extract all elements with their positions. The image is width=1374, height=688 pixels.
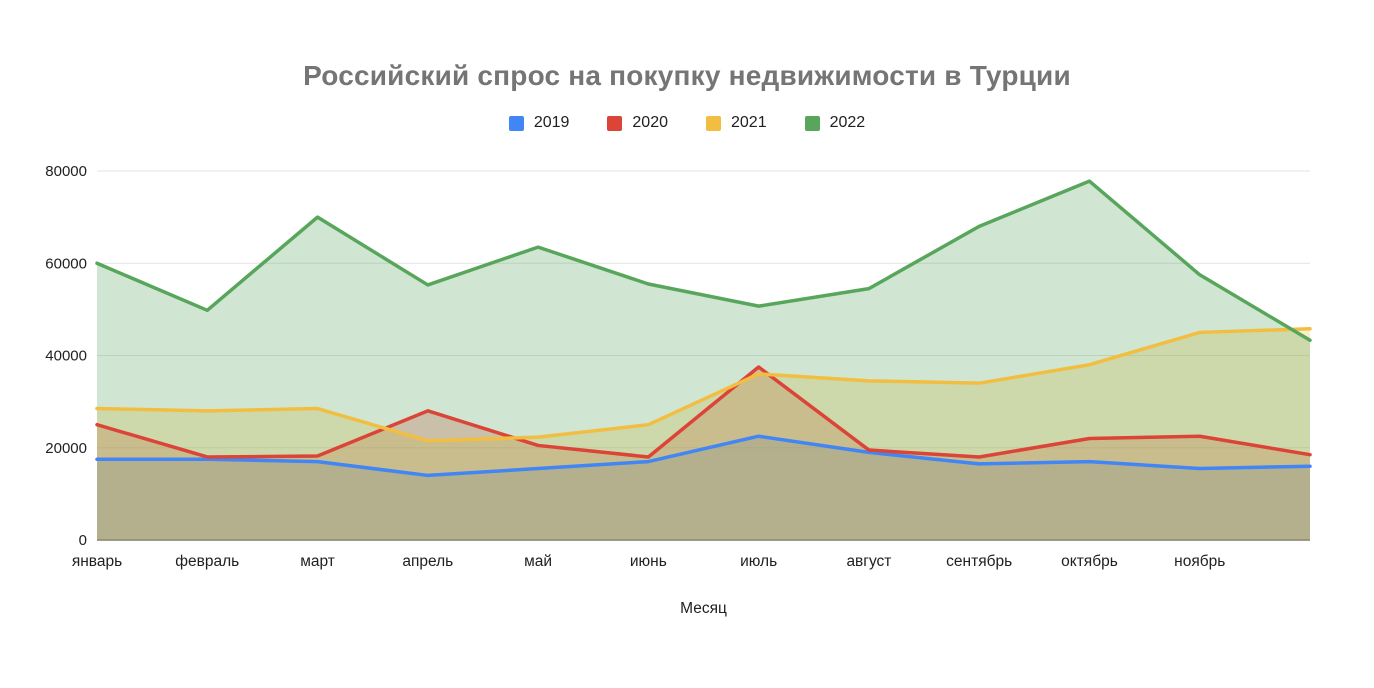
legend-item-2020[interactable]: 2020 [607, 114, 668, 132]
x-axis-label-9: сентябрь [946, 553, 1012, 570]
y-tick-label-20000: 20000 [45, 440, 87, 457]
x-axis-label-4: апрель [402, 553, 453, 570]
legend-swatch-2021-icon [706, 115, 721, 131]
x-axis-label-1: январь [72, 553, 122, 570]
legend-swatch-2019-icon [508, 115, 524, 131]
legend-swatch-2022-icon [804, 115, 820, 131]
series-area-2020 [97, 367, 1310, 540]
series-line-2020 [95, 365, 1312, 459]
legend-item-2021[interactable]: 2021 [706, 114, 767, 132]
chart-legend: 2019 2020 2021 2022 [0, 114, 1374, 132]
x-axis-label-6: июнь [630, 553, 667, 570]
legend-label-2021: 2021 [731, 114, 767, 131]
x-axis-label-8: август [846, 553, 891, 570]
series-line-2022 [95, 179, 1312, 343]
x-axis-label-11: ноябрь [1174, 553, 1225, 570]
y-tick-label-0: 0 [79, 532, 87, 549]
legend-label-2020: 2020 [632, 114, 668, 131]
series-area-2019 [97, 436, 1310, 540]
series-line-2019 [95, 434, 1312, 478]
legend-label-2019: 2019 [533, 114, 570, 131]
x-axis-label-3: март [300, 553, 335, 570]
y-tick-label-80000: 80000 [45, 163, 87, 180]
series-line-2021 [95, 326, 1312, 443]
legend-swatch-2020-icon [607, 115, 623, 131]
legend-label-2022: 2022 [829, 114, 866, 131]
y-tick-label-60000: 60000 [45, 255, 87, 272]
series-area-2022 [97, 181, 1310, 540]
x-axis-label-7: июль [740, 553, 777, 570]
x-axis-title: Месяц [680, 600, 727, 617]
y-tick-label-40000: 40000 [45, 348, 87, 365]
x-axis-label-2: февраль [175, 553, 239, 570]
x-axis-label-5: май [524, 553, 552, 570]
legend-item-2019[interactable]: 2019 [508, 114, 570, 132]
x-axis-label-10: октябрь [1061, 553, 1118, 570]
series-area-2021 [97, 328, 1310, 540]
chart-title: Российский спрос на покупку недвижимости… [303, 60, 1071, 91]
legend-item-2022[interactable]: 2022 [804, 114, 866, 132]
